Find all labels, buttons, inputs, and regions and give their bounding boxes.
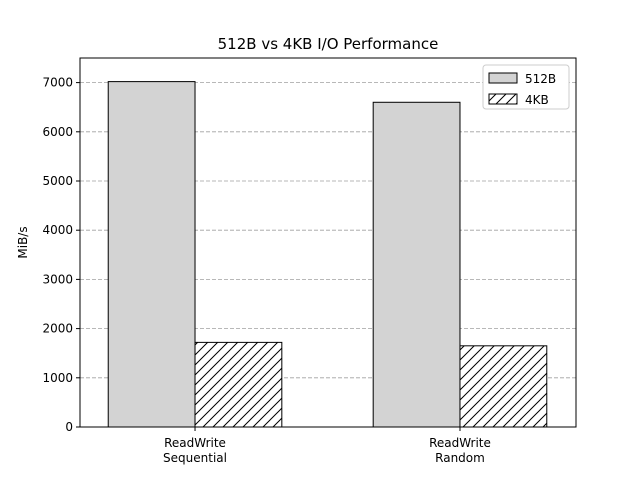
y-tick-label: 0: [65, 420, 73, 434]
y-tick-label: 5000: [42, 174, 73, 188]
bar-4kb-1: [459, 345, 548, 428]
bar-512b-0: [107, 81, 196, 428]
chart-title: 512B vs 4KB I/O Performance: [218, 35, 439, 53]
y-axis-label: MiB/s: [16, 226, 30, 258]
y-tick-label: 7000: [42, 76, 73, 90]
y-tick-label: 1000: [42, 371, 73, 385]
bars: [107, 81, 548, 428]
x-tick-label: ReadWrite: [164, 436, 226, 450]
bar-4kb-0: [194, 341, 283, 428]
y-tick-label: 3000: [42, 272, 73, 286]
y-axis-ticks: 0 1000 2000 3000 4000 5000 6000 7000: [42, 76, 80, 434]
legend-swatch-512b: [488, 72, 518, 84]
x-tick-label: ReadWrite: [429, 436, 491, 450]
legend: 512B 4KB: [482, 64, 570, 110]
legend-swatch-4kb: [488, 93, 518, 105]
y-tick-label: 4000: [42, 223, 73, 237]
bar-512b-1: [372, 101, 461, 428]
legend-label: 4KB: [525, 93, 549, 107]
y-tick-label: 2000: [42, 322, 73, 336]
y-tick-label: 6000: [42, 125, 73, 139]
x-tick-label: Random: [435, 451, 485, 465]
legend-label: 512B: [525, 72, 556, 86]
x-tick-label: Sequential: [163, 451, 227, 465]
plot-frame: [79, 57, 577, 428]
